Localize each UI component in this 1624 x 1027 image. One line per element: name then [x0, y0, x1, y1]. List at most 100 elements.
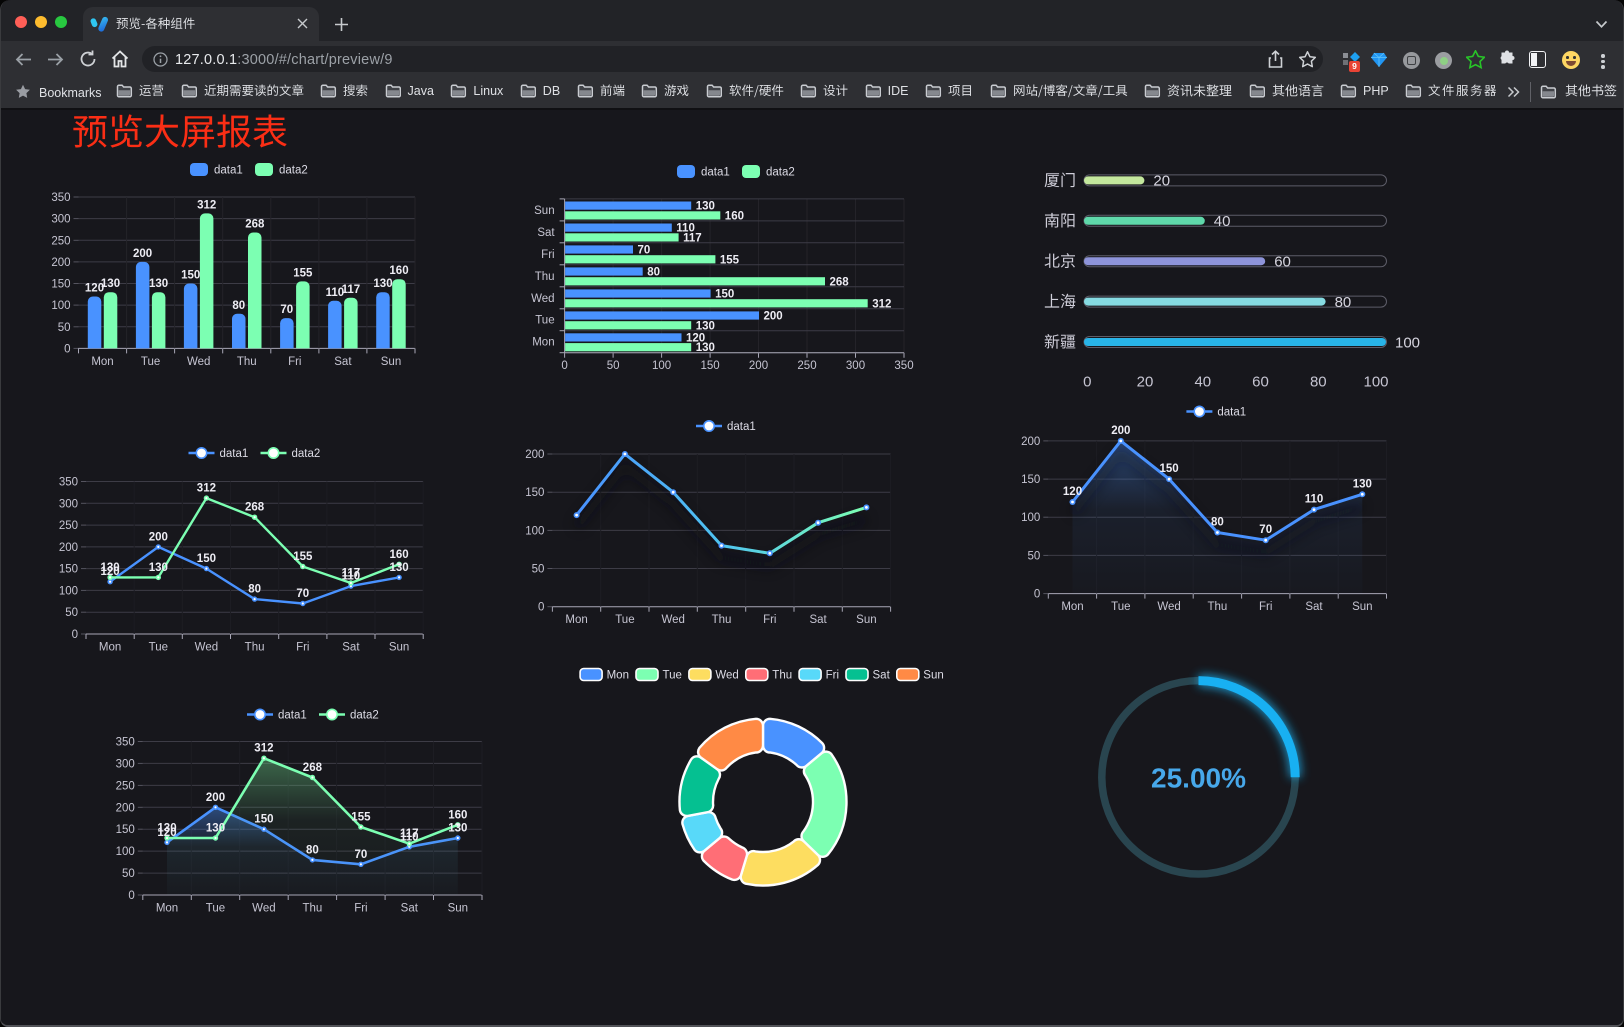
svg-text:130: 130	[149, 278, 168, 290]
svg-text:Wed: Wed	[252, 903, 275, 915]
svg-text:100: 100	[1021, 512, 1040, 524]
svg-text:110: 110	[676, 223, 695, 235]
svg-text:data2: data2	[766, 167, 795, 179]
svg-text:155: 155	[720, 254, 740, 266]
svg-text:130: 130	[157, 823, 176, 835]
svg-text:50: 50	[65, 607, 78, 619]
svg-text:0: 0	[561, 360, 567, 372]
svg-text:0: 0	[72, 629, 78, 641]
svg-text:130: 130	[696, 201, 715, 213]
svg-text:Fri: Fri	[354, 903, 367, 915]
svg-text:350: 350	[116, 737, 135, 749]
svg-text:100: 100	[51, 300, 70, 312]
svg-text:268: 268	[830, 276, 850, 288]
svg-text:Sun: Sun	[389, 642, 409, 654]
svg-text:Sat: Sat	[1305, 601, 1323, 613]
svg-text:Sun: Sun	[381, 356, 401, 368]
svg-text:80: 80	[647, 267, 660, 279]
svg-text:117: 117	[342, 568, 361, 580]
svg-text:100: 100	[59, 585, 78, 597]
svg-text:160: 160	[448, 809, 467, 821]
svg-text:data2: data2	[279, 165, 308, 177]
svg-text:Mon: Mon	[565, 614, 587, 626]
svg-text:160: 160	[390, 549, 409, 561]
svg-text:117: 117	[400, 828, 419, 840]
svg-text:350: 350	[894, 360, 913, 372]
svg-text:250: 250	[116, 780, 135, 792]
svg-text:100: 100	[525, 525, 544, 537]
svg-text:Sun: Sun	[856, 614, 876, 626]
svg-text:Tue: Tue	[535, 315, 554, 327]
svg-text:Sat: Sat	[342, 642, 360, 654]
svg-text:150: 150	[254, 814, 273, 826]
svg-text:Wed: Wed	[661, 614, 684, 626]
svg-text:110: 110	[1305, 494, 1324, 506]
svg-text:150: 150	[116, 824, 135, 836]
svg-text:Fri: Fri	[763, 614, 776, 626]
svg-text:300: 300	[116, 758, 135, 770]
svg-text:200: 200	[1021, 436, 1040, 448]
svg-text:312: 312	[254, 743, 273, 755]
svg-text:117: 117	[683, 232, 702, 244]
svg-text:120: 120	[686, 332, 705, 344]
svg-text:50: 50	[122, 868, 135, 880]
svg-text:Thu: Thu	[245, 642, 265, 654]
svg-text:200: 200	[133, 248, 152, 260]
svg-text:Thu: Thu	[772, 670, 792, 682]
svg-text:200: 200	[51, 257, 70, 269]
svg-text:100: 100	[1395, 334, 1420, 351]
svg-text:100: 100	[1363, 374, 1388, 391]
svg-text:130: 130	[1353, 478, 1372, 490]
svg-text:Sun: Sun	[1352, 601, 1372, 613]
svg-text:0: 0	[538, 602, 544, 614]
svg-text:Mon: Mon	[156, 903, 178, 915]
svg-text:Thu: Thu	[237, 356, 257, 368]
svg-text:Fri: Fri	[541, 249, 554, 261]
svg-text:0: 0	[1034, 589, 1040, 601]
svg-text:160: 160	[725, 210, 744, 222]
svg-text:20: 20	[1137, 374, 1154, 391]
svg-text:Tue: Tue	[141, 356, 160, 368]
svg-text:130: 130	[101, 278, 120, 290]
svg-text:200: 200	[206, 792, 225, 804]
svg-text:Mon: Mon	[607, 670, 629, 682]
svg-text:100: 100	[652, 360, 671, 372]
svg-text:268: 268	[303, 762, 323, 774]
svg-text:155: 155	[293, 551, 313, 563]
svg-text:80: 80	[1211, 517, 1224, 529]
svg-text:200: 200	[1111, 425, 1130, 437]
svg-text:40: 40	[1194, 374, 1211, 391]
svg-text:Fri: Fri	[826, 670, 839, 682]
svg-text:150: 150	[1160, 463, 1179, 475]
svg-text:50: 50	[58, 322, 71, 334]
svg-text:120: 120	[1063, 486, 1082, 498]
svg-text:Sat: Sat	[401, 903, 419, 915]
svg-text:0: 0	[128, 890, 134, 902]
svg-text:Fri: Fri	[288, 356, 301, 368]
svg-text:80: 80	[232, 300, 245, 312]
svg-text:130: 130	[448, 823, 467, 835]
svg-text:70: 70	[296, 588, 309, 600]
svg-text:Sat: Sat	[537, 227, 555, 239]
svg-text:268: 268	[245, 502, 265, 514]
svg-text:Fri: Fri	[1259, 601, 1272, 613]
svg-text:80: 80	[248, 584, 261, 596]
svg-text:Thu: Thu	[1207, 601, 1227, 613]
svg-text:Sun: Sun	[448, 903, 468, 915]
svg-text:Mon: Mon	[1061, 601, 1083, 613]
svg-text:data1: data1	[278, 710, 307, 722]
svg-text:80: 80	[1335, 294, 1352, 311]
svg-text:80: 80	[306, 844, 319, 856]
svg-text:Wed: Wed	[187, 356, 210, 368]
svg-text:Tue: Tue	[663, 670, 682, 682]
svg-text:Fri: Fri	[296, 642, 309, 654]
svg-text:130: 130	[206, 823, 225, 835]
svg-text:155: 155	[351, 812, 371, 824]
svg-text:300: 300	[846, 360, 865, 372]
svg-text:60: 60	[1274, 254, 1291, 271]
svg-text:Wed: Wed	[1157, 601, 1180, 613]
svg-text:Mon: Mon	[91, 356, 113, 368]
svg-text:150: 150	[701, 360, 720, 372]
svg-text:268: 268	[245, 219, 265, 231]
svg-text:Thu: Thu	[535, 271, 555, 283]
